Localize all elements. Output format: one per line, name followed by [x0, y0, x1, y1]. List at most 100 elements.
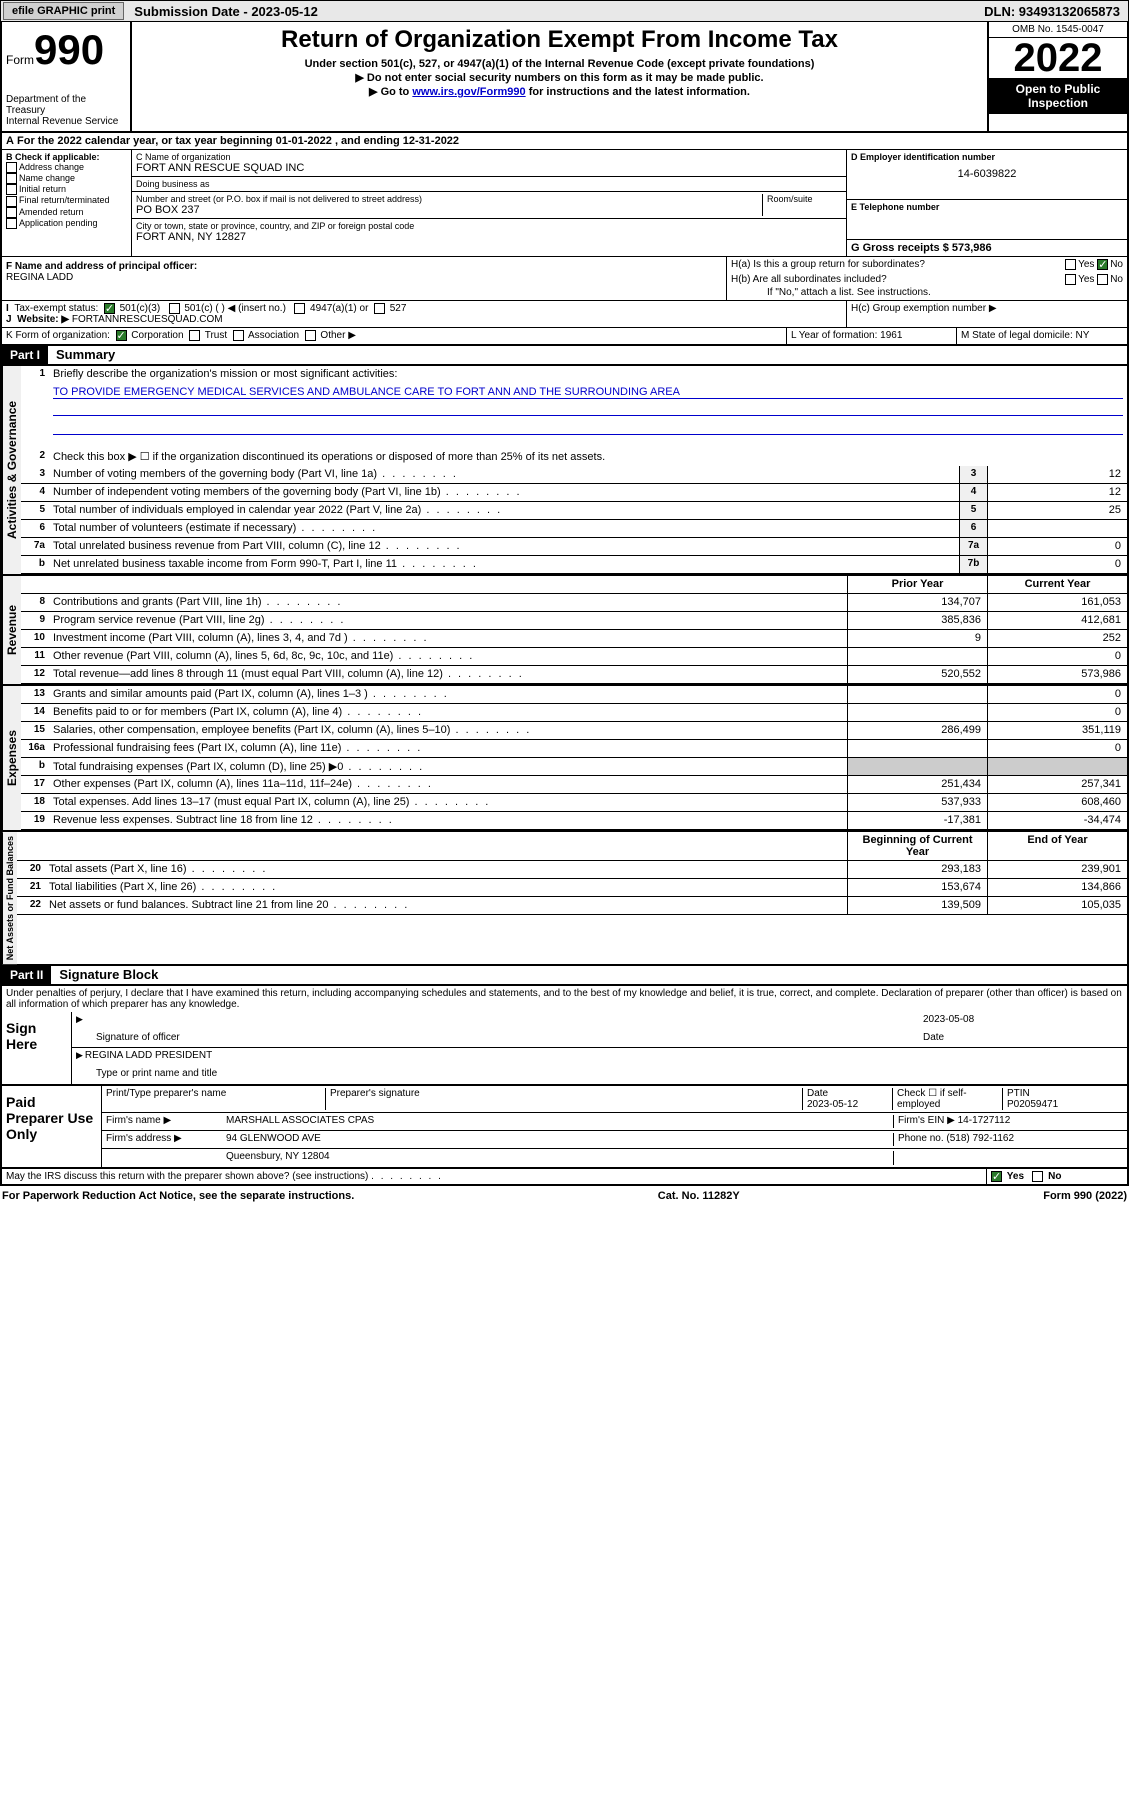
- chk-irs-no[interactable]: [1032, 1171, 1043, 1182]
- sig-date-label: Date: [923, 1032, 1123, 1045]
- tax-year-line: A For the 2022 calendar year, or tax yea…: [0, 133, 1129, 150]
- officer-label: F Name and address of principal officer:: [6, 261, 722, 272]
- rev-line-9: 9Program service revenue (Part VIII, lin…: [21, 612, 1127, 630]
- block-revenue: Revenue Prior Year Current Year 8Contrib…: [0, 574, 1129, 684]
- firm-addr1: 94 GLENWOOD AVE: [226, 1133, 893, 1146]
- chk-amended[interactable]: Amended return: [6, 207, 127, 218]
- row-klm: K Form of organization: Corporation Trus…: [0, 328, 1129, 345]
- prep-date-label: Date: [807, 1088, 892, 1099]
- net-line-22: 22Net assets or fund balances. Subtract …: [17, 897, 1127, 915]
- declaration-text: Under penalties of perjury, I declare th…: [0, 986, 1129, 1012]
- chk-trust[interactable]: [189, 330, 200, 341]
- sign-here-block: Sign Here 2023-05-08 Signature of office…: [0, 1012, 1129, 1086]
- sig-name-label: Type or print name and title: [96, 1068, 217, 1082]
- box-b: B Check if applicable: Address change Na…: [2, 150, 132, 256]
- chk-application-pending[interactable]: Application pending: [6, 218, 127, 229]
- hb-yesno: Yes No: [1065, 274, 1123, 285]
- part2-badge: Part II: [2, 966, 51, 984]
- page-footer: For Paperwork Reduction Act Notice, see …: [0, 1186, 1129, 1206]
- chk-4947[interactable]: [294, 303, 305, 314]
- row-ij: I Tax-exempt status: 501(c)(3) 501(c) ( …: [0, 301, 1129, 328]
- gov-line-5: 5Total number of individuals employed in…: [21, 502, 1127, 520]
- part1-badge: Part I: [2, 346, 48, 364]
- irs-link[interactable]: www.irs.gov/Form990: [412, 86, 525, 98]
- gov-line-4: 4Number of independent voting members of…: [21, 484, 1127, 502]
- chk-irs-yes[interactable]: [991, 1171, 1002, 1182]
- q1-answer: TO PROVIDE EMERGENCY MEDICAL SERVICES AN…: [53, 386, 1123, 399]
- chk-initial-return[interactable]: Initial return: [6, 184, 127, 195]
- exp-line-b: bTotal fundraising expenses (Part IX, co…: [21, 758, 1127, 776]
- arrow-icon: [76, 1014, 85, 1028]
- subtitle-3: ▶ Go to www.irs.gov/Form990 for instruct…: [140, 85, 979, 98]
- paid-preparer-block: Paid Preparer Use Only Print/Type prepar…: [0, 1086, 1129, 1169]
- side-revenue: Revenue: [2, 576, 21, 684]
- chk-501c[interactable]: [169, 303, 180, 314]
- ptin-label: PTIN: [1007, 1088, 1123, 1099]
- gov-line-7b: bNet unrelated business taxable income f…: [21, 556, 1127, 574]
- tax-exempt-label: Tax-exempt status:: [14, 303, 98, 314]
- col-prior: Prior Year: [847, 576, 987, 593]
- chk-other[interactable]: [305, 330, 316, 341]
- ein-label: D Employer identification number: [851, 152, 1123, 162]
- hb-note: If "No," attach a list. See instructions…: [727, 287, 1127, 300]
- irs-discuss-row: May the IRS discuss this return with the…: [0, 1169, 1129, 1186]
- net-line-21: 21Total liabilities (Part X, line 26)153…: [17, 879, 1127, 897]
- col-current: Current Year: [987, 576, 1127, 593]
- q1-text: Briefly describe the organization's miss…: [49, 366, 1127, 384]
- may-irs-text: May the IRS discuss this return with the…: [6, 1171, 368, 1182]
- irs-label: Internal Revenue Service: [6, 116, 126, 127]
- org-name-label: C Name of organization: [136, 152, 842, 162]
- addr-label: Number and street (or P.O. box if mail i…: [136, 194, 762, 204]
- chk-address-change[interactable]: Address change: [6, 162, 127, 173]
- exp-line-14: 14Benefits paid to or for members (Part …: [21, 704, 1127, 722]
- chk-final-return[interactable]: Final return/terminated: [6, 195, 127, 206]
- chk-501c3[interactable]: [104, 303, 115, 314]
- rev-line-10: 10Investment income (Part VIII, column (…: [21, 630, 1127, 648]
- exp-line-17: 17Other expenses (Part IX, column (A), l…: [21, 776, 1127, 794]
- firm-phone-label: Phone no.: [898, 1133, 944, 1144]
- arrow-icon-2: [76, 1050, 85, 1064]
- part1-header: Part I Summary: [0, 346, 1129, 366]
- box-f: F Name and address of principal officer:…: [2, 257, 727, 300]
- gross-receipts: G Gross receipts $ 573,986: [851, 242, 1123, 254]
- chk-name-change[interactable]: Name change: [6, 173, 127, 184]
- state-domicile: M State of legal domicile: NY: [957, 328, 1127, 343]
- exp-line-16a: 16aProfessional fundraising fees (Part I…: [21, 740, 1127, 758]
- chk-527[interactable]: [374, 303, 385, 314]
- section-bcdeg: B Check if applicable: Address change Na…: [0, 150, 1129, 257]
- section-fh: F Name and address of principal officer:…: [0, 257, 1129, 301]
- side-expenses: Expenses: [2, 686, 21, 830]
- dept-treasury: Department of the Treasury: [6, 94, 126, 116]
- addr-value: PO BOX 237: [136, 204, 762, 216]
- city-label: City or town, state or province, country…: [136, 221, 842, 231]
- sig-name-value: REGINA LADD PRESIDENT: [85, 1050, 212, 1064]
- gov-line-6: 6Total number of volunteers (estimate if…: [21, 520, 1127, 538]
- footer-left: For Paperwork Reduction Act Notice, see …: [2, 1190, 354, 1202]
- submission-date: Submission Date - 2023-05-12: [126, 2, 326, 21]
- officer-name: REGINA LADD: [6, 272, 722, 283]
- efile-print-button[interactable]: efile GRAPHIC print: [3, 2, 124, 20]
- part1-title: Summary: [48, 347, 115, 362]
- exp-line-15: 15Salaries, other compensation, employee…: [21, 722, 1127, 740]
- ptin-value: P02059471: [1007, 1099, 1123, 1110]
- footer-mid: Cat. No. 11282Y: [658, 1190, 740, 1202]
- top-toolbar: efile GRAPHIC print Submission Date - 20…: [0, 0, 1129, 22]
- header-middle: Return of Organization Exempt From Incom…: [132, 22, 987, 131]
- chk-assoc[interactable]: [233, 330, 244, 341]
- hb-label: H(b) Are all subordinates included?: [731, 274, 1065, 285]
- form-header: Form990 Department of the Treasury Inter…: [0, 22, 1129, 133]
- chk-corp[interactable]: [116, 330, 127, 341]
- rev-line-11: 11Other revenue (Part VIII, column (A), …: [21, 648, 1127, 666]
- form-org-label: K Form of organization:: [6, 331, 110, 342]
- sign-here-label: Sign Here: [2, 1012, 72, 1084]
- block-netassets: Net Assets or Fund Balances Beginning of…: [0, 830, 1129, 966]
- subtitle-1: Under section 501(c), 527, or 4947(a)(1)…: [140, 58, 979, 70]
- form-title: Return of Organization Exempt From Incom…: [140, 26, 979, 54]
- open-to-public: Open to Public Inspection: [989, 78, 1127, 114]
- side-governance: Activities & Governance: [2, 366, 21, 574]
- q2-text: Check this box ▶ ☐ if the organization d…: [49, 448, 1127, 466]
- firm-phone-value: (518) 792-1162: [946, 1133, 1014, 1144]
- prep-self-employed: Check ☐ if self-employed: [893, 1088, 1003, 1110]
- year-formation: L Year of formation: 1961: [787, 328, 957, 343]
- footer-right: Form 990 (2022): [1043, 1190, 1127, 1202]
